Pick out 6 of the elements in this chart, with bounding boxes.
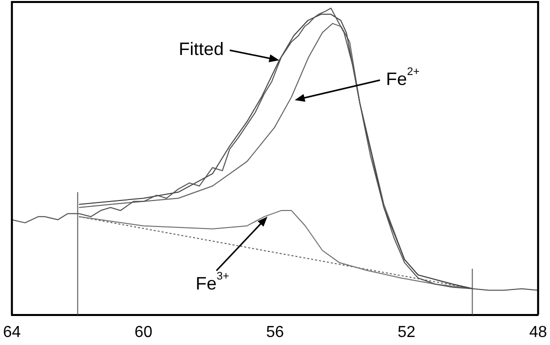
x-tick-label: 52 — [398, 324, 416, 341]
x-tick-label: 64 — [3, 324, 21, 341]
x-tick-label: 56 — [266, 324, 284, 341]
annotation: Fitted — [178, 39, 224, 60]
x-tick-label: 60 — [134, 324, 152, 341]
x-tick-label: 48 — [529, 324, 548, 341]
